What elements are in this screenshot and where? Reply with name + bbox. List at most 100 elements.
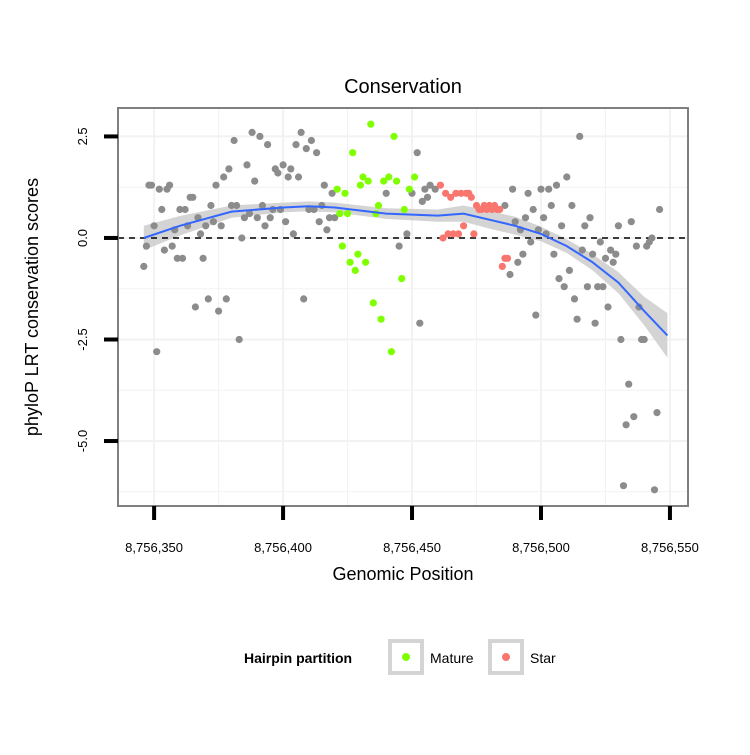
data-point-other	[506, 270, 514, 279]
y-axis-label: phyloP LRT conservation scores	[22, 178, 42, 436]
data-point-other	[632, 242, 641, 250]
data-point-other	[529, 205, 537, 214]
data-point-other	[550, 250, 558, 258]
data-point-other	[233, 201, 241, 210]
data-point-other	[532, 311, 540, 319]
grid-lines	[118, 108, 688, 506]
data-point-other	[656, 205, 664, 214]
data-point-star	[454, 230, 463, 238]
data-point-other	[240, 214, 248, 222]
data-point-other	[227, 201, 236, 210]
data-point-other	[573, 315, 581, 323]
data-point-mature	[356, 181, 364, 189]
data-point-other	[220, 173, 228, 181]
data-point-other	[176, 205, 184, 214]
data-point-star	[452, 189, 460, 197]
data-point-mature	[362, 258, 370, 266]
data-point-other	[310, 205, 318, 214]
data-point-other	[570, 295, 579, 303]
data-point-other	[287, 165, 295, 173]
data-point-other	[153, 348, 161, 356]
data-point-other	[297, 128, 305, 136]
data-point-other	[524, 189, 532, 197]
data-point-other	[627, 218, 635, 226]
data-point-other	[325, 214, 334, 222]
data-point-mature	[377, 315, 385, 323]
data-point-other	[403, 230, 411, 238]
data-point-other	[191, 303, 199, 311]
data-point-other	[307, 136, 315, 145]
data-point-star	[436, 181, 444, 189]
data-point-star	[442, 189, 450, 197]
data-point-star	[444, 230, 452, 238]
data-point-other	[591, 319, 599, 327]
data-point-other	[612, 250, 620, 258]
data-point-star	[498, 262, 506, 270]
data-point-star	[460, 222, 468, 230]
data-point-other	[158, 205, 166, 214]
y-axis-tick-label: -2.5	[75, 328, 90, 350]
data-point-other	[576, 132, 584, 140]
data-point-other	[243, 161, 251, 169]
data-point-other	[245, 210, 254, 218]
data-point-other	[173, 254, 181, 262]
data-point-other	[431, 185, 439, 193]
data-point-mature	[400, 205, 408, 214]
plot-panel-background	[118, 108, 688, 506]
data-point-other	[323, 226, 331, 234]
data-point-other	[258, 201, 266, 210]
y-axis-tick-label: -5.0	[75, 430, 90, 452]
data-point-other	[168, 242, 176, 250]
data-point-other	[614, 222, 623, 230]
legend-label-star: Star	[530, 650, 556, 666]
data-point-other	[253, 214, 261, 222]
data-point-mature	[387, 348, 395, 356]
data-point-other	[395, 242, 403, 250]
data-point-other	[300, 295, 308, 303]
data-point-other	[294, 173, 303, 181]
data-point-other	[178, 254, 187, 262]
data-point-other	[142, 242, 150, 250]
data-point-other	[199, 254, 207, 262]
data-point-other	[382, 189, 390, 197]
data-point-other	[302, 145, 310, 153]
data-point-mature	[405, 185, 413, 193]
data-point-other	[207, 201, 215, 210]
data-point-other	[607, 246, 615, 254]
data-point-mature	[338, 242, 346, 250]
data-point-other	[217, 222, 225, 230]
data-point-other	[648, 234, 656, 242]
data-point-other	[331, 214, 339, 222]
data-point-other	[555, 275, 563, 283]
smooth-fit-line	[143, 205, 669, 337]
legend-dot-star	[502, 653, 510, 661]
data-point-mature	[411, 173, 419, 181]
legend-label-mature: Mature	[430, 650, 474, 666]
x-axis-tick-label: 8,756,500	[512, 540, 570, 555]
data-point-other	[601, 254, 610, 262]
data-point-other	[215, 307, 223, 315]
data-point-other	[150, 222, 158, 230]
data-point-other	[155, 185, 163, 193]
data-point-star	[439, 234, 447, 242]
legend: Hairpin partition Mature Star	[244, 639, 556, 675]
data-point-mature	[354, 250, 362, 258]
data-point-other	[596, 238, 604, 246]
data-point-other	[181, 205, 189, 214]
data-point-star	[470, 230, 478, 238]
data-point-other	[204, 295, 212, 303]
data-point-other	[604, 303, 612, 311]
data-point-other	[418, 197, 426, 205]
data-point-mature	[351, 266, 359, 274]
data-point-other	[619, 482, 628, 490]
smooth-line	[143, 205, 669, 337]
legend-title: Hairpin partition	[244, 650, 352, 666]
data-point-other	[622, 421, 630, 429]
data-point-mature	[359, 173, 367, 181]
data-point-mature	[390, 132, 398, 140]
data-point-other	[166, 181, 174, 189]
data-point-other	[315, 218, 323, 226]
x-axis-tick-label: 8,756,350	[125, 540, 183, 555]
data-point-other	[209, 218, 217, 226]
